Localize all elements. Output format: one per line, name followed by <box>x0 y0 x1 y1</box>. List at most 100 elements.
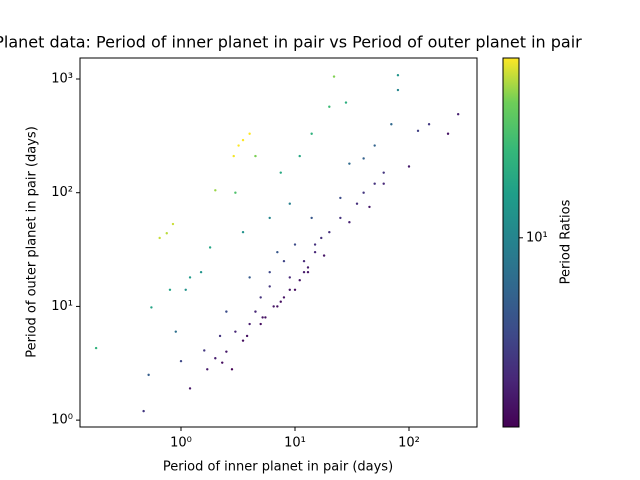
x-tick-label: 10¹ <box>284 436 306 451</box>
point <box>241 339 245 342</box>
point <box>288 276 291 279</box>
point <box>382 171 385 174</box>
point <box>248 276 251 279</box>
point <box>268 216 271 220</box>
point <box>142 409 145 413</box>
point <box>245 334 249 338</box>
point <box>396 88 400 92</box>
point <box>310 216 313 220</box>
point <box>268 270 271 274</box>
point <box>259 296 262 299</box>
point <box>221 361 224 364</box>
point <box>320 236 323 240</box>
point <box>416 129 420 133</box>
point <box>282 296 286 299</box>
y-tick-label: 10⁰ <box>51 413 73 428</box>
point <box>272 305 275 308</box>
point <box>254 154 257 158</box>
point <box>241 138 245 142</box>
point <box>165 232 168 235</box>
point <box>248 132 251 135</box>
point <box>234 191 237 194</box>
point <box>179 359 183 363</box>
point <box>282 259 286 263</box>
point <box>302 259 306 263</box>
point <box>362 191 365 194</box>
point <box>310 132 313 135</box>
points <box>94 74 460 413</box>
point <box>348 162 351 165</box>
point <box>293 243 297 246</box>
point <box>332 75 336 78</box>
point <box>268 285 271 288</box>
point <box>382 182 385 185</box>
point <box>293 288 297 291</box>
point <box>259 322 262 326</box>
colorbar <box>502 57 520 428</box>
point <box>225 350 228 353</box>
point <box>230 368 234 371</box>
y-tick-label: 10² <box>51 185 73 200</box>
point <box>254 310 257 313</box>
point <box>225 310 228 313</box>
point <box>328 230 331 234</box>
point <box>188 276 192 279</box>
point <box>339 196 342 200</box>
point <box>237 144 240 147</box>
point <box>362 157 365 160</box>
point <box>344 101 348 104</box>
point <box>94 346 98 350</box>
point <box>322 254 326 257</box>
colorbar-label: Period Ratios <box>559 199 574 284</box>
point <box>373 144 376 147</box>
point <box>355 202 359 205</box>
point <box>288 288 291 291</box>
point <box>208 246 212 249</box>
x-axis-label: Period of inner planet in pair (days) <box>163 460 393 475</box>
plot-frame <box>79 57 478 428</box>
point <box>184 288 187 291</box>
point <box>264 316 267 319</box>
point <box>279 300 282 303</box>
point <box>248 322 251 326</box>
point <box>150 306 153 309</box>
x-tick-label: 10⁰ <box>170 436 192 451</box>
point <box>348 221 351 224</box>
point <box>168 288 172 291</box>
point <box>188 387 192 390</box>
point <box>214 357 217 360</box>
point <box>306 270 310 274</box>
point <box>261 316 264 319</box>
point <box>199 270 203 274</box>
point <box>456 113 460 116</box>
y-tick-label: 10³ <box>51 72 73 87</box>
point <box>368 205 371 209</box>
point <box>174 330 177 333</box>
point <box>390 123 393 126</box>
point <box>396 74 400 77</box>
point <box>313 250 317 254</box>
point <box>373 182 376 185</box>
x-tick-label: 10² <box>398 436 420 451</box>
point <box>147 373 150 377</box>
point <box>298 279 301 282</box>
point <box>302 270 306 274</box>
point <box>339 216 342 220</box>
point <box>427 123 431 126</box>
y-axis-label: Period of outer planet in pair (days) <box>25 126 40 358</box>
colorbar-tick-label: 10¹ <box>526 230 548 245</box>
point <box>407 165 411 168</box>
point <box>279 171 282 174</box>
point <box>328 105 331 108</box>
point <box>234 330 237 333</box>
point <box>446 132 450 135</box>
point <box>232 154 235 158</box>
point <box>203 349 206 352</box>
y-tick-label: 10¹ <box>51 299 73 314</box>
point <box>158 236 161 240</box>
chart-title: Planet data: Period of inner planet in p… <box>0 33 582 52</box>
point <box>313 243 317 246</box>
point <box>214 189 217 192</box>
point <box>306 266 310 269</box>
